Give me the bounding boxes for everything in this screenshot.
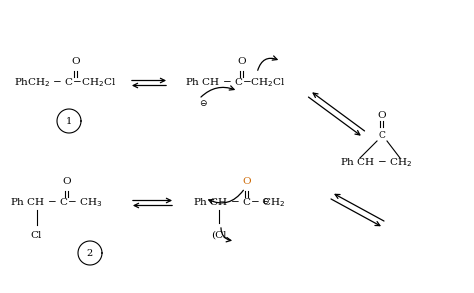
Text: C: C: [379, 130, 385, 139]
Text: 1: 1: [66, 117, 72, 125]
Text: O: O: [72, 57, 80, 66]
Text: O: O: [243, 176, 251, 185]
Text: $\ominus$: $\ominus$: [199, 98, 207, 108]
Text: 2: 2: [87, 248, 93, 258]
Text: Cl: Cl: [30, 231, 41, 239]
Text: Ph CH $-$ CH$_2$: Ph CH $-$ CH$_2$: [340, 156, 412, 169]
Text: PhCH$_2$ $-$ C$-$CH$_2$Cl: PhCH$_2$ $-$ C$-$CH$_2$Cl: [14, 76, 117, 89]
Text: Ph CH $-$ C$-$ CH$_2$: Ph CH $-$ C$-$ CH$_2$: [193, 197, 285, 209]
Text: O: O: [63, 176, 71, 185]
Text: Ph CH $-$ C$-$ CH$_3$: Ph CH $-$ C$-$ CH$_3$: [10, 197, 102, 209]
Text: Ph CH $-$ C$-$CH$_2$Cl: Ph CH $-$ C$-$CH$_2$Cl: [185, 76, 286, 89]
Text: $\ominus$: $\ominus$: [261, 196, 269, 206]
Text: (Cl: (Cl: [211, 231, 227, 239]
Text: O: O: [237, 57, 246, 66]
Text: O: O: [378, 110, 386, 120]
